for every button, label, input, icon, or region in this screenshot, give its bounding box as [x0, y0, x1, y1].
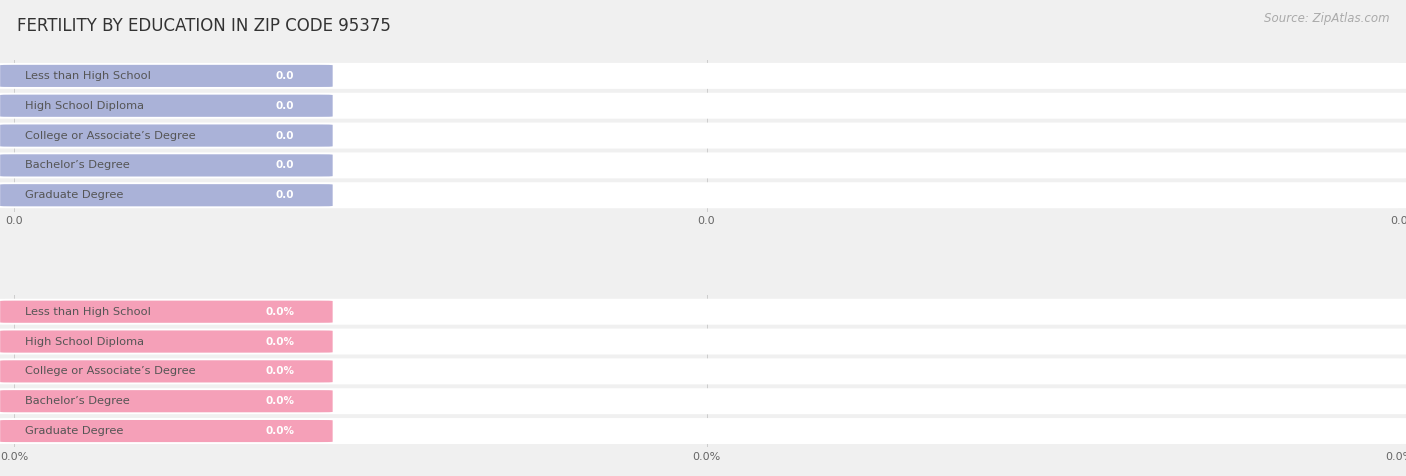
- Text: 0.0: 0.0: [276, 160, 294, 170]
- Text: 0.0%: 0.0%: [266, 426, 294, 436]
- FancyBboxPatch shape: [0, 152, 1406, 178]
- Text: 0.0%: 0.0%: [266, 396, 294, 406]
- Text: Graduate Degree: Graduate Degree: [25, 426, 124, 436]
- FancyBboxPatch shape: [0, 182, 1406, 208]
- FancyBboxPatch shape: [0, 330, 333, 353]
- FancyBboxPatch shape: [0, 390, 333, 412]
- Text: Less than High School: Less than High School: [25, 307, 150, 317]
- Text: Bachelor’s Degree: Bachelor’s Degree: [25, 160, 129, 170]
- FancyBboxPatch shape: [0, 388, 1406, 414]
- FancyBboxPatch shape: [0, 420, 333, 442]
- Text: High School Diploma: High School Diploma: [25, 337, 145, 347]
- Text: 0.0%: 0.0%: [266, 307, 294, 317]
- FancyBboxPatch shape: [0, 125, 333, 147]
- FancyBboxPatch shape: [0, 358, 1406, 384]
- FancyBboxPatch shape: [0, 390, 333, 412]
- FancyBboxPatch shape: [0, 420, 333, 442]
- FancyBboxPatch shape: [0, 360, 333, 382]
- FancyBboxPatch shape: [0, 330, 333, 353]
- FancyBboxPatch shape: [0, 184, 333, 206]
- Text: College or Associate’s Degree: College or Associate’s Degree: [25, 367, 195, 377]
- FancyBboxPatch shape: [0, 301, 333, 323]
- Text: 0.0: 0.0: [276, 101, 294, 111]
- FancyBboxPatch shape: [0, 93, 1406, 119]
- FancyBboxPatch shape: [0, 65, 333, 87]
- Text: Less than High School: Less than High School: [25, 71, 150, 81]
- Text: Bachelor’s Degree: Bachelor’s Degree: [25, 396, 129, 406]
- FancyBboxPatch shape: [0, 123, 1406, 149]
- Text: High School Diploma: High School Diploma: [25, 101, 145, 111]
- Text: 0.0: 0.0: [276, 190, 294, 200]
- Text: College or Associate’s Degree: College or Associate’s Degree: [25, 130, 195, 140]
- Text: 0.0%: 0.0%: [266, 367, 294, 377]
- Text: FERTILITY BY EDUCATION IN ZIP CODE 95375: FERTILITY BY EDUCATION IN ZIP CODE 95375: [17, 17, 391, 35]
- FancyBboxPatch shape: [0, 95, 333, 117]
- Text: Graduate Degree: Graduate Degree: [25, 190, 124, 200]
- FancyBboxPatch shape: [0, 95, 333, 117]
- FancyBboxPatch shape: [0, 328, 1406, 355]
- FancyBboxPatch shape: [0, 299, 1406, 325]
- FancyBboxPatch shape: [0, 125, 333, 147]
- Text: 0.0%: 0.0%: [266, 337, 294, 347]
- FancyBboxPatch shape: [0, 184, 333, 206]
- FancyBboxPatch shape: [0, 154, 333, 177]
- FancyBboxPatch shape: [0, 65, 333, 87]
- FancyBboxPatch shape: [0, 418, 1406, 444]
- FancyBboxPatch shape: [0, 63, 1406, 89]
- FancyBboxPatch shape: [0, 301, 333, 323]
- FancyBboxPatch shape: [0, 154, 333, 177]
- Text: 0.0: 0.0: [276, 71, 294, 81]
- Text: Source: ZipAtlas.com: Source: ZipAtlas.com: [1264, 12, 1389, 25]
- FancyBboxPatch shape: [0, 360, 333, 382]
- Text: 0.0: 0.0: [276, 130, 294, 140]
